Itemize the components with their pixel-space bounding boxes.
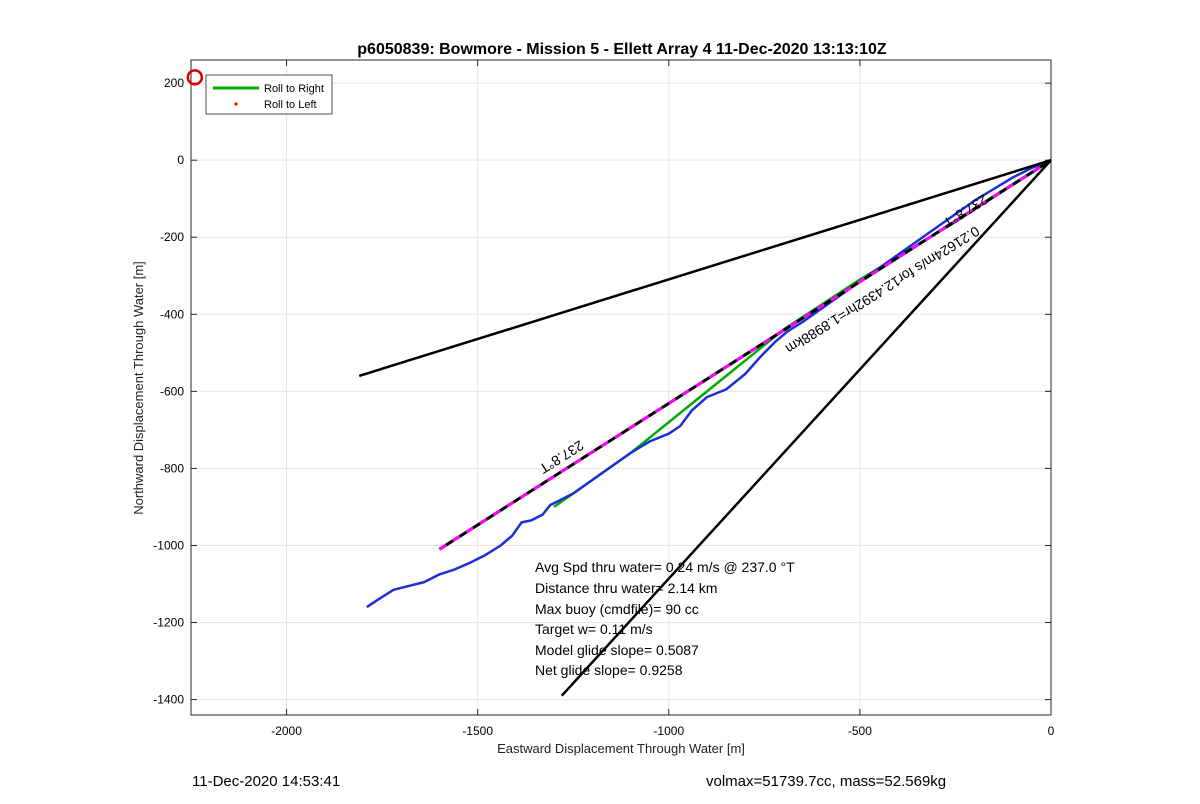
legend-label-roll-left: Roll to Left [264,99,317,111]
left-bound-line [358,159,1052,378]
mean-heading-line-base [438,158,1052,551]
stat-target-w: Target w= 0.11 m/s [535,621,653,637]
footer-timestamp: 11-Dec-2020 14:53:41 [192,773,341,790]
stat-avg-speed: Avg Spd thru water= 0.24 m/s @ 237.0 °T [535,559,795,575]
x-tick-label: -2000 [271,724,302,738]
stats-block: Avg Spd thru water= 0.24 m/s @ 237.0 °T … [535,559,795,678]
glider-track [366,159,1052,609]
y-tick-label: -1000 [153,538,184,552]
y-tick-label: -800 [160,461,184,475]
legend-label-roll-right: Roll to Right [264,83,324,95]
x-tick-label: -500 [848,724,872,738]
y-tick-label: -1400 [153,693,184,707]
axis-ticks: -2000 -1500 -1000 -500 0 200 0 -200 -400 -600 -800… [153,60,1055,738]
x-tick-label: -1000 [653,724,684,738]
stat-net-glide: Net glide slope= 0.9258 [535,662,683,678]
y-tick-label: 0 [177,153,184,167]
y-tick-label: 200 [164,76,184,90]
x-axis-label: Eastward Displacement Through Water [m] [497,741,745,756]
y-tick-label: -600 [160,384,184,398]
footer-info: volmax=51739.7cc, mass=52.569kg [706,773,947,790]
stat-distance: Distance thru water= 2.14 km [535,580,717,596]
plot-area [190,59,1052,716]
heading-label: 237.8°T [940,191,991,231]
x-tick-label: -1500 [462,724,493,738]
legend-box [205,74,333,115]
right-bound-line [560,159,1052,697]
y-tick-label: -400 [160,307,184,321]
current-position-marker [186,69,204,86]
legend-swatch-roll-left [234,102,238,106]
stat-model-glide: Model glide slope= 0.5087 [535,642,699,658]
y-axis-label: Northward Displacement Through Water [m] [131,261,146,515]
y-tick-label: -1200 [153,616,184,630]
y-tick-label: -200 [160,230,184,244]
data-lines [186,69,1052,697]
legend: Roll to Right Roll to Left [205,74,333,115]
chart-title: p6050839: Bowmore - Mission 5 - Ellett A… [357,41,887,58]
stat-max-buoy: Max buoy (cmdfile)= 90 cc [535,601,699,617]
speed-label: 0.21624m/s for12.4392hr=1.8988km [783,223,983,357]
chart-figure: p6050839: Bowmore - Mission 5 - Ellett A… [131,41,1055,756]
x-tick-label: 0 [1048,724,1055,738]
